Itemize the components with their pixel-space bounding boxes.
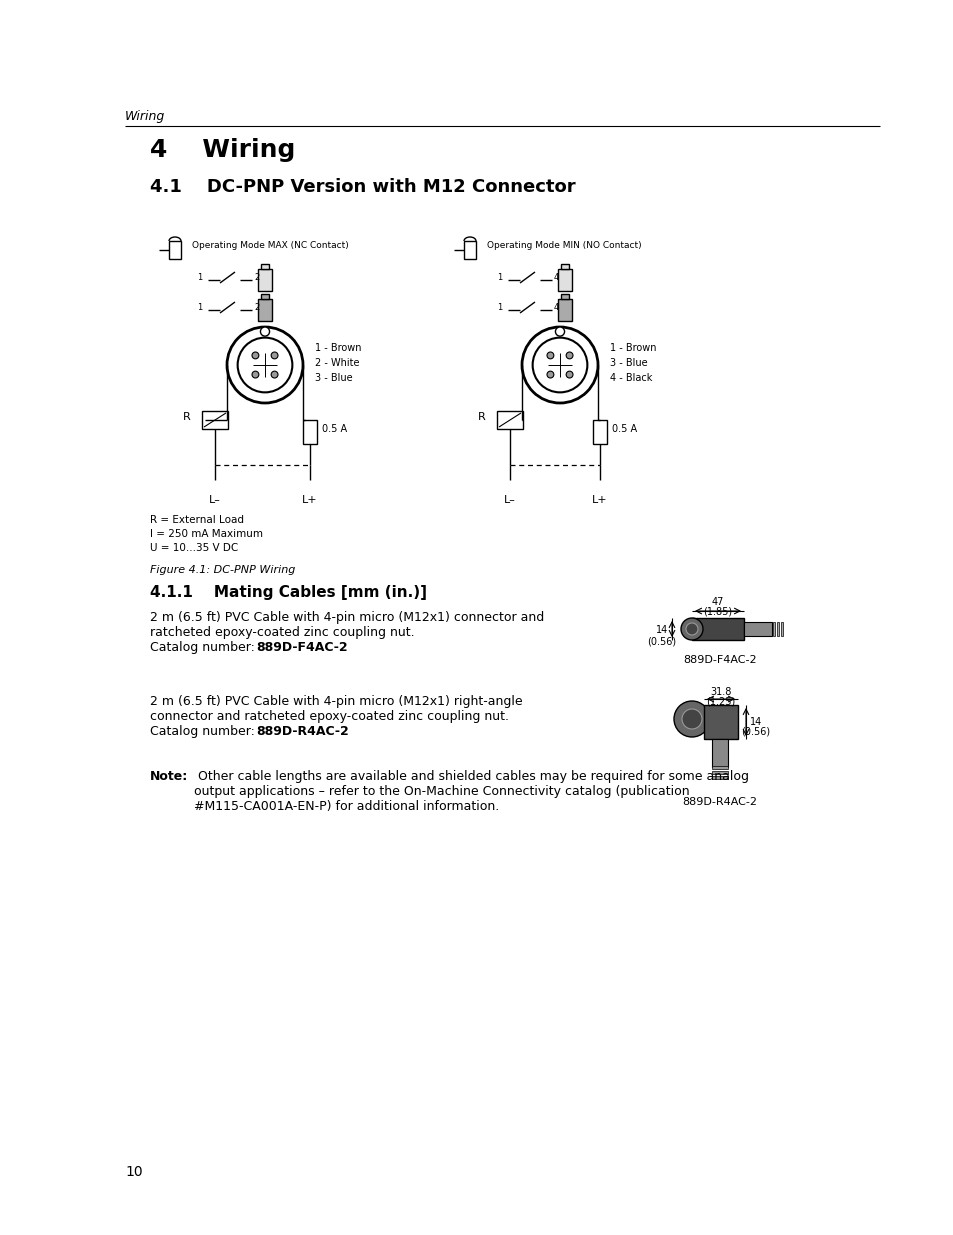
Bar: [781, 622, 782, 636]
Text: 3 - Blue: 3 - Blue: [609, 358, 647, 368]
Text: 889D-R4AC-2: 889D-R4AC-2: [681, 797, 757, 806]
Text: 889D-R4AC-2: 889D-R4AC-2: [255, 725, 349, 739]
Bar: [558, 299, 572, 321]
Text: 1: 1: [497, 273, 501, 283]
Text: 0.5 A: 0.5 A: [322, 424, 347, 433]
Text: 4 - Black: 4 - Black: [609, 373, 652, 383]
Circle shape: [237, 337, 292, 393]
Circle shape: [532, 337, 587, 393]
Circle shape: [685, 622, 698, 635]
Text: Other cable lengths are available and shielded cables may be required for some a: Other cable lengths are available and sh…: [193, 769, 748, 813]
Circle shape: [260, 327, 270, 336]
Text: 2: 2: [253, 304, 259, 312]
Bar: [303, 420, 316, 445]
Text: 2 m (6.5 ft) PVC Cable with 4-pin micro (M12x1) right-angle: 2 m (6.5 ft) PVC Cable with 4-pin micro …: [150, 695, 522, 708]
Bar: [711, 776, 727, 779]
Text: (1.25): (1.25): [705, 697, 735, 706]
Bar: [691, 618, 743, 640]
Circle shape: [673, 701, 709, 737]
Bar: [560, 294, 568, 299]
Bar: [593, 420, 606, 445]
Bar: [558, 269, 572, 291]
Text: 4: 4: [554, 273, 558, 283]
Text: 889D-F4AC-2: 889D-F4AC-2: [682, 655, 756, 664]
Text: 4: 4: [554, 304, 558, 312]
Text: 4.1    DC-PNP Version with M12 Connector: 4.1 DC-PNP Version with M12 Connector: [150, 178, 575, 196]
Bar: [257, 269, 272, 291]
Text: 1: 1: [196, 304, 202, 312]
Text: 2 m (6.5 ft) PVC Cable with 4-pin micro (M12x1) connector and: 2 m (6.5 ft) PVC Cable with 4-pin micro …: [150, 611, 543, 624]
Circle shape: [521, 327, 598, 403]
Circle shape: [680, 618, 702, 640]
Text: L+: L+: [592, 495, 607, 505]
Text: ratcheted epoxy-coated zinc coupling nut.: ratcheted epoxy-coated zinc coupling nut…: [150, 626, 415, 638]
Text: L–: L–: [503, 495, 516, 505]
Text: 889D-F4AC-2: 889D-F4AC-2: [255, 641, 347, 655]
Text: 1: 1: [196, 273, 202, 283]
Bar: [463, 241, 476, 259]
Text: 47: 47: [711, 597, 723, 606]
Circle shape: [546, 352, 554, 359]
Text: Figure 4.1: DC-PNP Wiring: Figure 4.1: DC-PNP Wiring: [150, 564, 295, 576]
Text: L–: L–: [209, 495, 221, 505]
Text: 4    Wiring: 4 Wiring: [150, 138, 295, 162]
Text: Note:: Note:: [150, 769, 188, 783]
Text: 10: 10: [125, 1165, 143, 1179]
Text: 31.8: 31.8: [710, 687, 731, 697]
Text: 3 - Blue: 3 - Blue: [314, 373, 353, 383]
Bar: [261, 264, 269, 269]
Text: Wiring: Wiring: [125, 110, 165, 124]
Text: Operating Mode MAX (NC Contact): Operating Mode MAX (NC Contact): [192, 241, 349, 249]
Text: Catalog number:: Catalog number:: [150, 725, 258, 739]
Text: (0.56): (0.56): [647, 636, 676, 646]
Text: 1: 1: [497, 304, 501, 312]
Text: 1 - Brown: 1 - Brown: [314, 343, 361, 353]
Text: I = 250 mA Maximum: I = 250 mA Maximum: [150, 529, 263, 538]
Text: 2: 2: [253, 273, 259, 283]
Text: (1.85): (1.85): [702, 606, 732, 618]
Bar: [257, 299, 272, 321]
Bar: [743, 622, 771, 636]
Circle shape: [227, 327, 303, 403]
Bar: [497, 411, 522, 429]
Text: 14: 14: [749, 718, 761, 727]
Circle shape: [555, 327, 564, 336]
Circle shape: [271, 372, 277, 378]
Circle shape: [546, 372, 554, 378]
Text: L+: L+: [302, 495, 317, 505]
Bar: [711, 766, 727, 769]
Bar: [776, 622, 779, 636]
Text: Operating Mode MIN (NO Contact): Operating Mode MIN (NO Contact): [486, 241, 641, 249]
Circle shape: [252, 372, 258, 378]
Text: (0.56): (0.56): [740, 727, 770, 737]
Text: 14: 14: [655, 625, 667, 635]
Text: 1 - Brown: 1 - Brown: [609, 343, 656, 353]
Text: R = External Load: R = External Load: [150, 515, 244, 525]
Bar: [711, 771, 727, 774]
Text: 4.1.1    Mating Cables [mm (in.)]: 4.1.1 Mating Cables [mm (in.)]: [150, 585, 427, 600]
Bar: [711, 739, 727, 767]
Circle shape: [252, 352, 258, 359]
Text: Catalog number:: Catalog number:: [150, 641, 258, 655]
Bar: [202, 411, 228, 429]
Circle shape: [681, 709, 701, 729]
Text: R: R: [183, 412, 191, 422]
Circle shape: [271, 352, 277, 359]
Circle shape: [565, 372, 573, 378]
Circle shape: [565, 352, 573, 359]
Bar: [261, 294, 269, 299]
Bar: [703, 705, 738, 739]
Bar: [560, 264, 568, 269]
Bar: [772, 622, 774, 636]
Text: R: R: [477, 412, 485, 422]
Text: 2 - White: 2 - White: [314, 358, 359, 368]
Bar: [169, 241, 181, 259]
Text: U = 10...35 V DC: U = 10...35 V DC: [150, 543, 238, 553]
Text: connector and ratcheted epoxy-coated zinc coupling nut.: connector and ratcheted epoxy-coated zin…: [150, 710, 509, 722]
Text: 0.5 A: 0.5 A: [612, 424, 637, 433]
